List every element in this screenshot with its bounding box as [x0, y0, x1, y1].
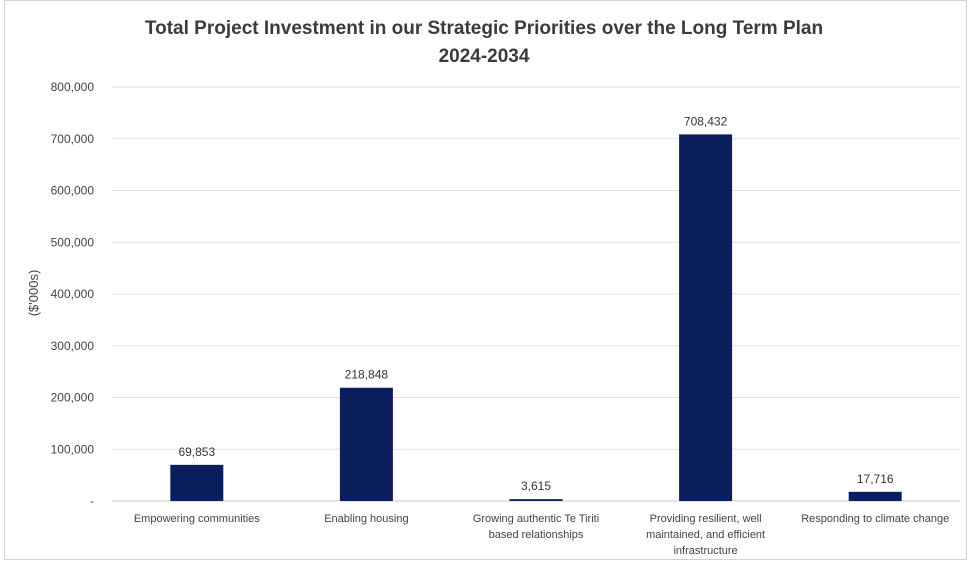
- y-tick-label: -: [90, 494, 94, 508]
- y-axis-label: ($'000s): [26, 270, 41, 317]
- y-tick-label: 500,000: [51, 235, 95, 249]
- y-tick-label: 400,000: [51, 287, 95, 301]
- data-labels: 69,853 218,848 3,615 708,432 17,716: [178, 114, 893, 493]
- data-label: 17,716: [857, 472, 894, 486]
- category-label: Responding to climate change: [801, 513, 949, 525]
- category-label: Providing resilient, well maintained, and…: [646, 513, 765, 557]
- y-tick-label: 300,000: [51, 339, 95, 353]
- bar: [848, 491, 902, 501]
- data-label: 708,432: [684, 114, 728, 128]
- bars: [170, 134, 902, 501]
- y-tick-label: 800,000: [51, 80, 95, 94]
- bar: [509, 499, 563, 501]
- bar: [679, 134, 733, 501]
- chart-frame: [4, 0, 967, 560]
- bar: [170, 464, 224, 501]
- data-label: 218,848: [345, 368, 389, 382]
- chart-title: Total Project Investment in our Strategi…: [144, 18, 824, 39]
- category-label: Empowering communities: [134, 513, 260, 525]
- bar: [339, 387, 393, 501]
- y-tick-label: 100,000: [51, 442, 95, 456]
- y-tick-label: 700,000: [51, 132, 95, 146]
- y-tick-label: 200,000: [51, 391, 95, 405]
- category-label: Enabling housing: [324, 513, 408, 525]
- chart-subtitle: 2024-2034: [438, 46, 530, 67]
- x-axis-categories: Empowering communities Enabling housing Gr…: [134, 513, 949, 557]
- y-axis-ticks: - 100,000 200,000 300,000 400,000 500,000 600,…: [51, 80, 95, 508]
- data-label: 3,615: [521, 479, 551, 493]
- data-label: 69,853: [178, 445, 215, 459]
- category-label: Growing authentic Te Tiriti based relatio…: [473, 513, 599, 541]
- gridlines: [112, 86, 960, 502]
- y-tick-label: 600,000: [51, 184, 95, 198]
